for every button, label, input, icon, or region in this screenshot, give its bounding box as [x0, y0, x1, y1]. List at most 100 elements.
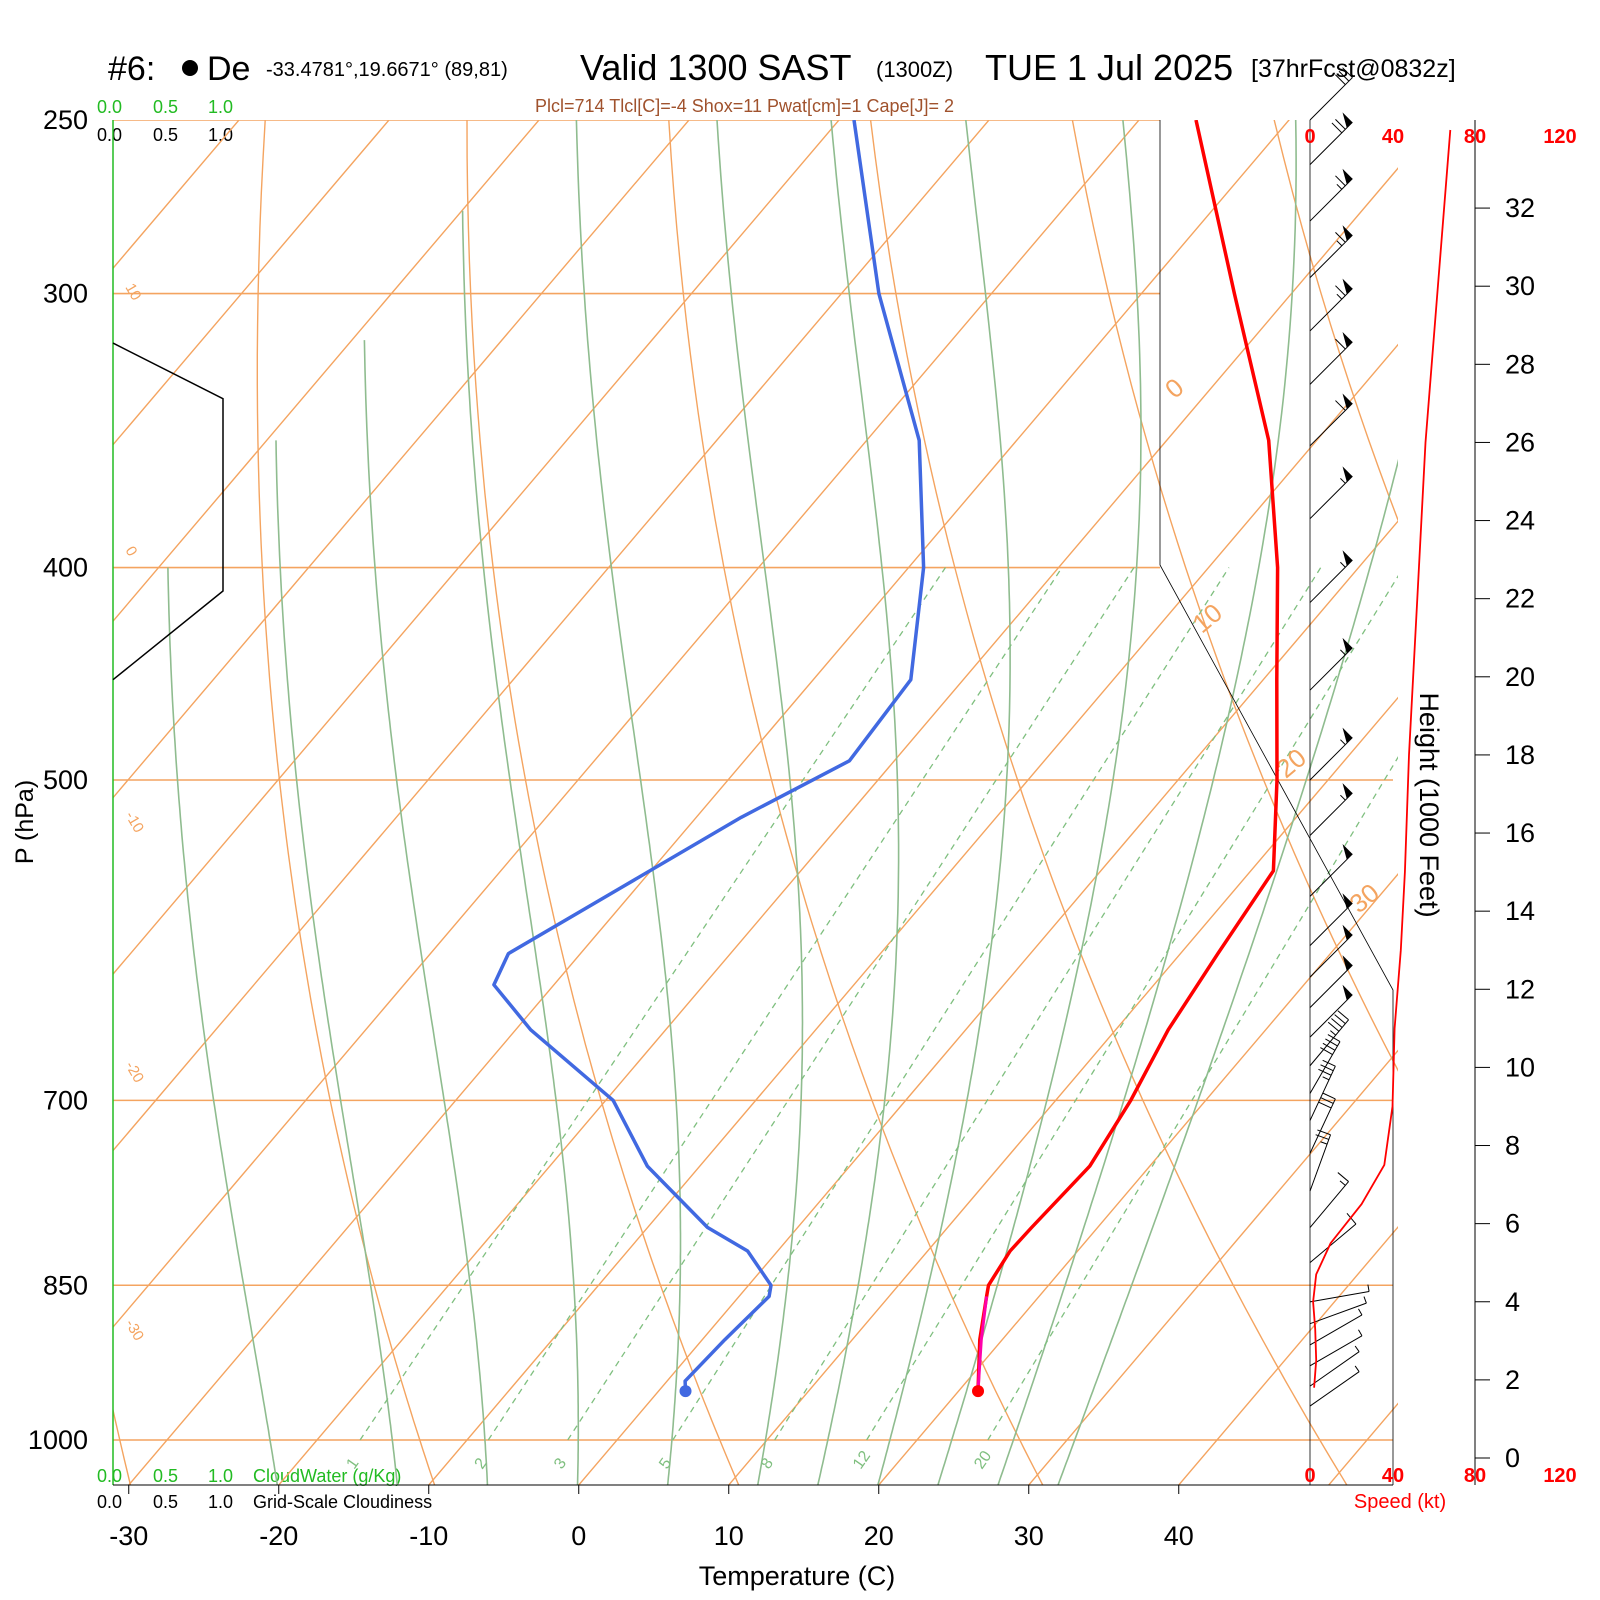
height-tick-label: 16 — [1505, 818, 1535, 848]
wind-barb — [1309, 393, 1353, 447]
cloudwater-tick: 1.0 — [208, 97, 233, 117]
isotherm-label: 10 — [122, 281, 145, 304]
cloudiness-tick: 0.5 — [153, 125, 178, 145]
cloudiness-label: Grid-Scale Cloudiness — [253, 1492, 432, 1512]
x-axis-label: Temperature (C) — [699, 1561, 896, 1591]
height-tick-label: 28 — [1505, 349, 1535, 379]
dry-adiabat — [466, 120, 740, 1485]
barb-half — [1339, 1180, 1346, 1186]
temperature-tick-label: 20 — [864, 1521, 894, 1551]
barb-pennant — [1342, 278, 1353, 295]
barb-half — [1340, 478, 1346, 484]
cloud-scale-bottom: 0.0 0.5 1.0 CloudWater (g/Kg) 0.0 0.5 1.… — [97, 1466, 432, 1512]
moist-adiabat — [716, 120, 804, 1485]
isotherm-line — [113, 120, 1140, 1329]
height-tick-label: 24 — [1505, 506, 1535, 536]
mixing-ratio-line — [672, 567, 1230, 1441]
barb-staff — [1309, 934, 1353, 978]
barb-flag — [1346, 1212, 1357, 1225]
height-tick-label: 26 — [1505, 427, 1535, 457]
barb-pennant — [1342, 924, 1353, 941]
wind-barb — [1309, 1092, 1336, 1154]
barb-staff — [1309, 1290, 1370, 1303]
mixing-ratio-line — [487, 567, 1063, 1441]
barb-flag — [1315, 1134, 1329, 1140]
barb-staff — [1309, 475, 1353, 520]
barb-staff — [1309, 1041, 1341, 1094]
barb-staff — [1309, 1098, 1336, 1154]
height-tick-label: 12 — [1505, 974, 1535, 1004]
thermo-grid — [113, 120, 1398, 1485]
pressure-tick-label: 250 — [43, 105, 88, 135]
wind-barb — [1309, 893, 1353, 946]
moist-adiabat — [997, 120, 1297, 1485]
pressure-tick-label: 850 — [43, 1270, 88, 1300]
barb-staff — [1309, 178, 1353, 222]
temperature-tick-label: 0 — [571, 1521, 586, 1551]
wind-barb — [1309, 844, 1353, 897]
barb-staff — [1309, 964, 1353, 1008]
moist-adiabat — [575, 120, 682, 1485]
barb-staff — [1309, 77, 1353, 121]
barb-staff — [1309, 234, 1353, 278]
valid-time: Valid 1300 SAST — [580, 47, 852, 88]
cloudiness-line — [112, 342, 224, 681]
wind-barb — [1309, 1212, 1357, 1263]
wind-barb — [1309, 984, 1353, 1038]
wind-barb — [1309, 955, 1353, 1008]
cloudwater-tick: 0.5 — [153, 1466, 178, 1486]
barb-flag — [1322, 1042, 1336, 1051]
barb-flag — [1322, 1059, 1336, 1067]
wind-barb — [1309, 67, 1353, 121]
speed-line — [1312, 129, 1452, 1388]
barb-staff — [1309, 994, 1353, 1038]
barb-staff — [1309, 1223, 1357, 1263]
zulu-time: (1300Z) — [876, 57, 953, 82]
barb-staff — [1309, 1181, 1349, 1228]
forecast-info: [37hrFcst@0832z] — [1251, 55, 1456, 83]
mixing-ratio-label: 5 — [656, 1455, 675, 1472]
barb-pennant — [1342, 984, 1353, 1001]
wind-barb — [1309, 278, 1353, 332]
wind-barb — [1309, 1329, 1363, 1367]
cloudiness-profile — [112, 342, 224, 681]
barb-flag — [1322, 1092, 1336, 1100]
mixing-ratio-line — [774, 567, 1322, 1441]
height-tick-label: 22 — [1505, 584, 1535, 614]
barb-pennant — [1342, 550, 1353, 566]
cloudiness-tick: 0.5 — [153, 1492, 178, 1512]
mixing-ratio-line — [567, 567, 1135, 1441]
barb-flag — [1331, 1018, 1343, 1028]
barb-half — [1354, 1345, 1360, 1353]
dry-adiabat — [869, 120, 1348, 1485]
valid-date: TUE 1 Jul 2025 — [985, 47, 1233, 88]
wind-barb — [1309, 168, 1353, 222]
wind-barb — [1309, 783, 1353, 836]
barb-staff — [1309, 792, 1353, 836]
wind-barb — [1309, 1308, 1363, 1346]
dry-adiabat — [1273, 120, 1398, 522]
wind-barb — [1309, 924, 1353, 978]
barb-pennant — [1342, 393, 1353, 410]
barb-pennant — [1342, 893, 1353, 909]
isotherm-label: -10 — [122, 809, 148, 836]
barb-staff — [1309, 403, 1353, 447]
barb-half — [1340, 794, 1346, 801]
isotherm-line — [1177, 1225, 1398, 1485]
cloud-scale-top: 0.0 0.5 1.0 0.0 0.5 1.0 — [97, 97, 233, 145]
wind-barb — [1309, 1034, 1341, 1094]
barb-flag — [1335, 338, 1346, 350]
wind-barb — [1309, 637, 1353, 691]
barb-half — [1320, 1141, 1328, 1145]
cloudwater-tick: 0.5 — [153, 97, 178, 117]
barb-flag — [1327, 1034, 1341, 1043]
barb-flag — [1337, 1172, 1349, 1182]
barb-flag — [1320, 1047, 1333, 1056]
cloudwater-tick: 0.0 — [97, 1466, 122, 1486]
moist-adiabat — [461, 210, 580, 1485]
isotherm-line — [113, 120, 990, 1152]
barb-staff — [1309, 647, 1353, 691]
y-axis-label: P (hPa) — [11, 780, 39, 864]
height-tick-label: 4 — [1505, 1287, 1520, 1317]
